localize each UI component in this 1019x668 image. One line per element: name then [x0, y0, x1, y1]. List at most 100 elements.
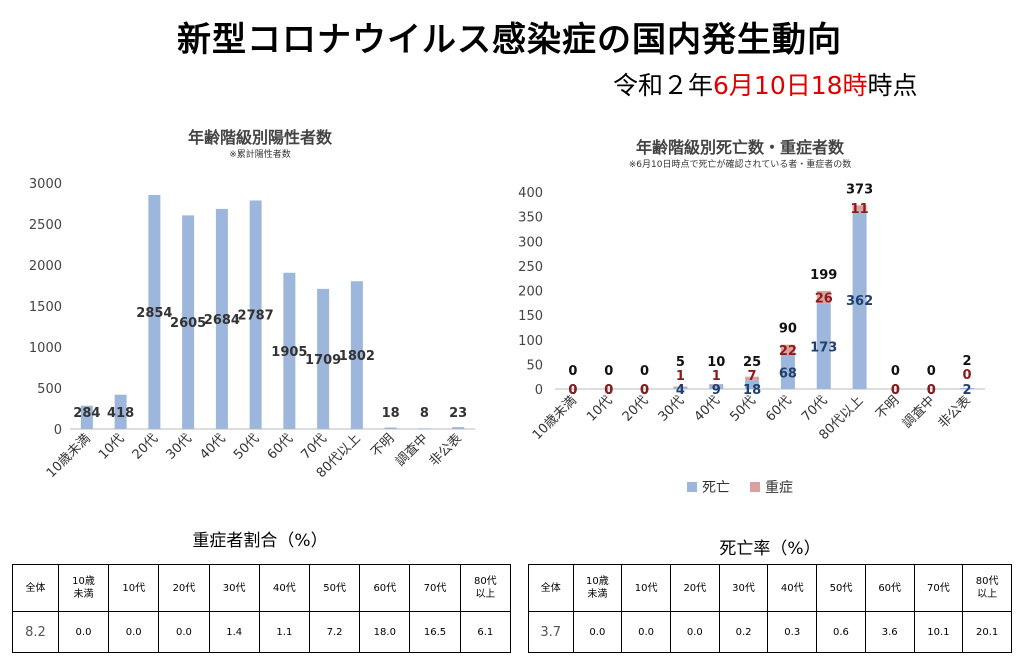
page-title: 新型コロナウイルス感染症の国内発生動向 — [177, 20, 842, 60]
legend-label-severe: 重症 — [765, 480, 793, 496]
bar-severe — [852, 205, 867, 211]
x-tick-label: 調査中 — [900, 393, 938, 431]
y-tick-label: 50 — [526, 358, 543, 373]
positive-chart-subtitle: ※累計陽性者数 — [229, 150, 291, 160]
data-label: 18 — [382, 406, 400, 421]
death-value-label: 9 — [712, 383, 721, 398]
bar — [418, 428, 431, 430]
table-value-cell: 1.4 — [208, 611, 260, 653]
total-value-label: 0 — [640, 364, 649, 379]
y-tick-label: 1000 — [29, 341, 62, 356]
bar-death — [780, 355, 795, 389]
table-header-cell: 全体 — [12, 564, 59, 612]
table-header-cell: 30代 — [208, 564, 260, 612]
table-header-cell: 60代 — [864, 564, 915, 612]
data-label: 1905 — [271, 345, 307, 360]
severe-value-label: 0 — [640, 383, 649, 398]
y-tick-label: 2000 — [29, 259, 62, 274]
asof-month: 6月 — [713, 71, 754, 100]
x-tick-label: 70代 — [799, 393, 830, 424]
y-tick-label: 0 — [54, 423, 62, 438]
table-header-cell: 40代 — [258, 564, 310, 612]
table-header-cell: 50代 — [308, 564, 361, 612]
table-value-cell: 0.3 — [767, 611, 818, 653]
table-value-cell: 10.1 — [913, 611, 964, 653]
death-chart-subtitle: ※6月10日時点で死亡が確認されている者・重症者の数 — [628, 160, 852, 170]
severe-value-label: 1 — [676, 369, 685, 384]
severe-value-label: 0 — [891, 383, 900, 398]
y-tick-label: 400 — [518, 186, 543, 201]
asof-hour: 18時 — [810, 71, 868, 100]
data-label: 2605 — [170, 316, 206, 331]
data-label: 2684 — [204, 313, 240, 328]
y-tick-label: 150 — [518, 309, 543, 324]
table-header-row: 全体 10歳 未満 10代 20代 30代 40代 50代 60代 70代 80代 以上 — [528, 564, 1012, 612]
x-tick-label: 10歳未満 — [530, 393, 580, 443]
x-tick-label: 非公表 — [936, 393, 974, 431]
data-label: 2787 — [238, 309, 274, 324]
table-value-row: 3.7 0.0 0.0 0.0 0.2 0.3 0.6 3.6 10.1 20.1 — [528, 611, 1012, 653]
table-value-cell: 7.2 — [308, 611, 361, 653]
table-header-cell: 10歳 未満 — [572, 564, 623, 612]
total-value-label: 373 — [846, 182, 873, 197]
death-value-label: 2 — [963, 383, 972, 398]
positive-chart-title: 年齢階級別陽性者数 — [187, 128, 332, 147]
table-header-cell: 10代 — [621, 564, 671, 612]
table-header-cell: 70代 — [913, 564, 964, 612]
total-value-label: 90 — [779, 322, 797, 337]
table-header-cell: 10代 — [108, 564, 160, 612]
bar-death — [816, 303, 831, 389]
bar-severe — [780, 344, 795, 356]
table-value-cell: 18.0 — [359, 611, 411, 653]
y-tick-label: 250 — [518, 260, 543, 275]
table-value-cell: 3.6 — [864, 611, 915, 653]
table-value-cell: 0.6 — [816, 611, 866, 653]
table-header-cell: 80代 以上 — [459, 564, 512, 612]
severe-value-label: 0 — [927, 383, 936, 398]
total-value-label: 0 — [568, 364, 577, 379]
death-value-label: 0 — [927, 383, 936, 398]
severe-rate-table-title: 重症者割合（%） — [192, 531, 328, 551]
death-chart-title: 年齢階級別死亡数・重症者数 — [635, 138, 844, 157]
table-value-cell: 0.0 — [621, 611, 671, 653]
total-value-label: 0 — [927, 364, 936, 379]
total-value-label: 199 — [810, 268, 837, 283]
death-value-label: 0 — [891, 383, 900, 398]
bar — [114, 394, 127, 429]
death-value-label: 0 — [640, 383, 649, 398]
data-label: 284 — [73, 406, 100, 421]
data-label: 8 — [420, 406, 429, 421]
table-header-cell: 60代 — [359, 564, 411, 612]
table-value-cell: 0.0 — [158, 611, 210, 653]
table-header-cell: 40代 — [767, 564, 818, 612]
as-of-timestamp: 令和２年6月10日18時時点 — [613, 66, 918, 102]
y-tick-label: 500 — [37, 382, 62, 397]
data-label: 23 — [449, 406, 467, 421]
y-tick-label: 0 — [535, 383, 543, 398]
total-value-label: 10 — [707, 355, 725, 370]
death-value-label: 173 — [810, 340, 837, 355]
bar-death — [709, 384, 724, 389]
severe-rate-table: 全体 10歳 未満 10代 20代 30代 40代 50代 60代 70代 80代 以上 8.2 0.0 0… — [12, 564, 512, 653]
severe-value-label: 0 — [568, 383, 577, 398]
asof-era: 令和２年 — [613, 71, 714, 100]
severe-value-label: 0 — [963, 368, 972, 383]
table-header-cell: 20代 — [669, 564, 720, 612]
bar — [249, 200, 262, 429]
table-value-cell: 0.0 — [572, 611, 623, 653]
y-tick-label: 100 — [518, 334, 543, 349]
table-value-cell: 16.5 — [409, 611, 461, 653]
severe-value-label: 26 — [815, 291, 833, 306]
bar-death — [745, 380, 760, 389]
severe-value-label: 0 — [604, 383, 613, 398]
table-value-cell: 20.1 — [962, 611, 1012, 653]
death-value-label: 18 — [743, 383, 761, 398]
table-header-cell: 20代 — [158, 564, 210, 612]
total-value-label: 2 — [963, 354, 972, 369]
total-value-label: 5 — [676, 355, 685, 370]
bar-death — [960, 388, 975, 389]
table-header-row: 全体 10歳 未満 10代 20代 30代 40代 50代 60代 70代 80代 以上 — [12, 564, 512, 612]
death-value-label: 362 — [846, 294, 873, 309]
bar-severe — [816, 290, 831, 304]
